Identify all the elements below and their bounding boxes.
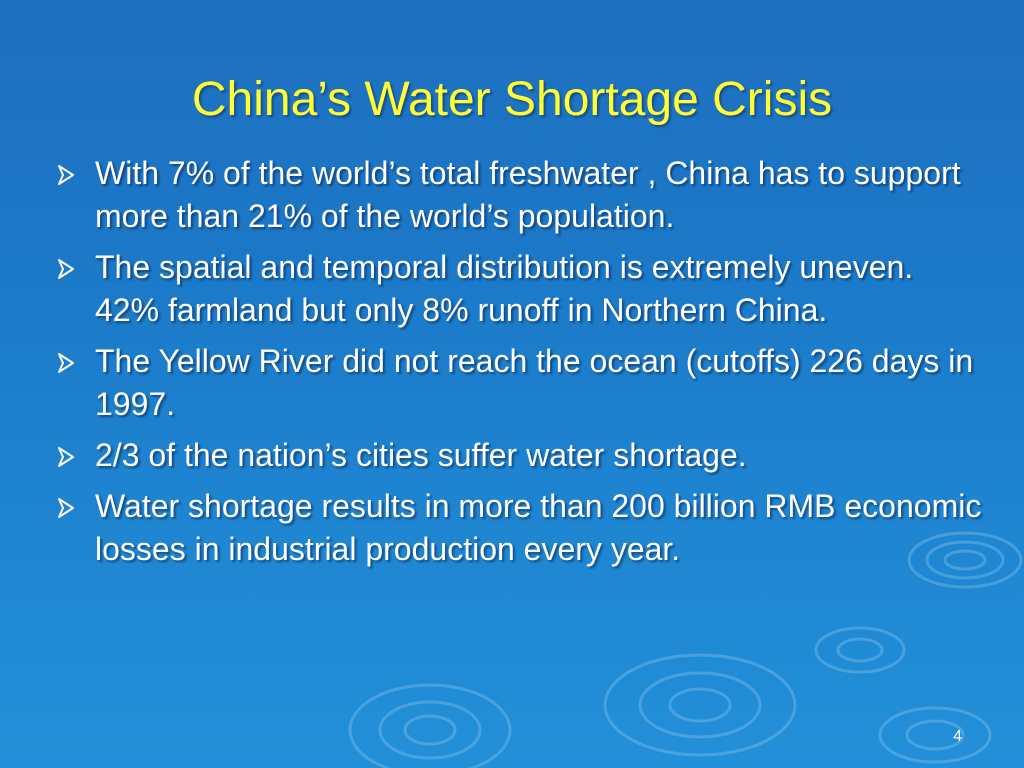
arrow-bullet-icon bbox=[58, 353, 74, 373]
bullet-text: The Yellow River did not reach the ocean… bbox=[95, 343, 974, 422]
bullet-text: Water shortage results in more than 200 … bbox=[95, 488, 982, 567]
arrow-bullet-icon bbox=[58, 498, 74, 518]
bullet-list: With 7% of the world’s total freshwater … bbox=[55, 152, 985, 579]
arrow-bullet-icon bbox=[58, 447, 74, 467]
list-item: Water shortage results in more than 200 … bbox=[55, 485, 985, 571]
arrow-bullet-icon bbox=[58, 259, 74, 279]
bullet-text: 2/3 of the nation’s cities suffer water … bbox=[95, 437, 747, 473]
list-item: The Yellow River did not reach the ocean… bbox=[55, 340, 985, 426]
bullet-text: With 7% of the world’s total freshwater … bbox=[95, 155, 961, 234]
bullet-text: The spatial and temporal distribution is… bbox=[95, 249, 914, 328]
list-item: With 7% of the world’s total freshwater … bbox=[55, 152, 985, 238]
slide-title: China’s Water Shortage Crisis bbox=[191, 73, 833, 126]
list-item: 2/3 of the nation’s cities suffer water … bbox=[55, 434, 985, 477]
list-item: The spatial and temporal distribution is… bbox=[55, 246, 985, 332]
arrow-bullet-icon bbox=[58, 165, 74, 185]
slide-number: 4 bbox=[953, 728, 962, 745]
